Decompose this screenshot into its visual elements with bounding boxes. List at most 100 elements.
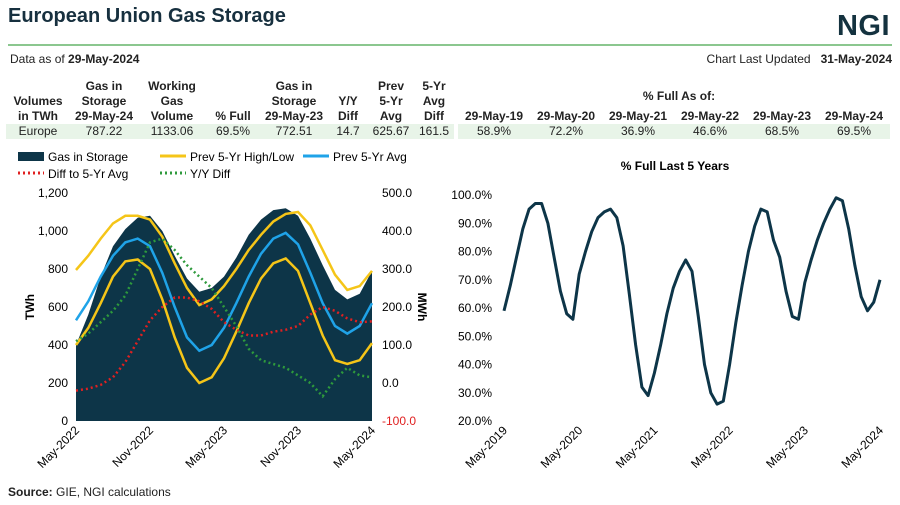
col-header-prev-5yr-avg: Prev 5-Yr Avg bbox=[368, 79, 414, 124]
col-header-line: % Full bbox=[215, 109, 251, 123]
col-header-line: Working bbox=[148, 79, 196, 93]
y-tick-label: 40.0% bbox=[458, 358, 492, 372]
cell-yy-diff: 14.7 bbox=[328, 124, 368, 139]
col-header-gas-in-storage-prev: Gas in Storage 29-May-23 bbox=[260, 79, 328, 124]
col-header-volumes: Volumes in TWh bbox=[6, 79, 70, 124]
left-chart-plot bbox=[74, 208, 374, 421]
x-tick-label: May-2024 bbox=[838, 423, 886, 471]
legend-label-avg: Prev 5-Yr Avg bbox=[333, 150, 407, 164]
pct-full-value: 69.5% bbox=[818, 124, 890, 139]
y-tick-label: 90.0% bbox=[458, 216, 492, 230]
legend-label-highlow: Prev 5-Yr High/Low bbox=[190, 150, 294, 164]
pct-full-value-row: 58.9% 72.2% 36.9% 46.6% 68.5% 69.5% bbox=[458, 124, 890, 139]
data-as-of-label: Data as of bbox=[10, 52, 65, 66]
x-tick-label: Nov-2023 bbox=[257, 423, 304, 470]
y-tick-label: 60.0% bbox=[458, 301, 492, 315]
x-tick-label: May-2022 bbox=[688, 423, 736, 471]
pct-full-line-chart: % Full Last 5 Years 20.0% 30.0% 40.0% 50.0%… bbox=[451, 159, 886, 471]
col-header-line: 5-Yr bbox=[422, 79, 446, 93]
pct-full-asof-title: % Full As of: bbox=[642, 89, 716, 103]
col-header-pct-full: % Full bbox=[206, 79, 260, 124]
y-axis-label: TWh bbox=[23, 294, 37, 320]
legend-label-diff: Diff to 5-Yr Avg bbox=[48, 167, 128, 181]
x-tick-label: May-2024 bbox=[330, 423, 378, 471]
y-tick-label: 0 bbox=[61, 414, 68, 428]
prev-5yr-high-line bbox=[75, 210, 373, 307]
cell-working-gas: 1133.06 bbox=[138, 124, 206, 139]
cell-gas-in-storage: 787.22 bbox=[70, 124, 138, 139]
y2-tick-label: -100.0 bbox=[382, 414, 416, 428]
y-tick-label: 1,000 bbox=[38, 224, 68, 238]
summary-header-row: Volumes in TWh Gas in Storage 29-May-24 … bbox=[6, 79, 454, 124]
y2-tick-label: 400.0 bbox=[382, 224, 412, 238]
source-text: GIE, NGI calculations bbox=[56, 485, 171, 499]
pct-full-value: 58.9% bbox=[458, 124, 530, 139]
y-tick-label: 80.0% bbox=[458, 245, 492, 259]
col-header-line: Avg bbox=[379, 109, 403, 123]
pct-full-value: 36.9% bbox=[602, 124, 674, 139]
y-tick-label: 100.0% bbox=[451, 188, 492, 202]
updated-label: Chart Last Updated bbox=[706, 52, 811, 66]
page-title: European Union Gas Storage bbox=[8, 5, 286, 27]
y-tick-label: 70.0% bbox=[458, 273, 492, 287]
pct-full-date: 29-May-22 bbox=[680, 109, 740, 123]
col-header-line: Gas in bbox=[85, 79, 123, 93]
yy-diff-line bbox=[75, 237, 373, 399]
col-header-line: 29-May-24 bbox=[74, 109, 134, 123]
col-header-5yr-avg-diff: 5-Yr Avg Diff bbox=[414, 79, 454, 124]
y-tick-label: 30.0% bbox=[458, 386, 492, 400]
pct-full-value: 68.5% bbox=[746, 124, 818, 139]
y2-tick-label: 100.0 bbox=[382, 338, 412, 352]
y2-tick-label: 0.0 bbox=[382, 376, 399, 390]
pct-full-value: 46.6% bbox=[674, 124, 746, 139]
prev-5yr-avg-line bbox=[74, 231, 374, 353]
source-label: Source: bbox=[8, 485, 53, 499]
col-header-line: Y/Y bbox=[338, 94, 358, 108]
y-tick-label: 50.0% bbox=[458, 329, 492, 343]
pct-full-header-row: 29-May-19 29-May-20 29-May-21 29-May-22 … bbox=[458, 109, 890, 124]
right-chart-title: % Full Last 5 Years bbox=[621, 159, 730, 173]
col-header-line: Avg bbox=[422, 94, 446, 108]
col-header-yy-diff: Y/Y Diff bbox=[328, 79, 368, 124]
x-tick-label: May-2021 bbox=[613, 423, 661, 471]
updated-value: 31-May-2024 bbox=[820, 52, 892, 66]
pct-full-value: 72.2% bbox=[530, 124, 602, 139]
x-tick-label: Nov-2022 bbox=[109, 423, 156, 470]
col-header-line: Gas in bbox=[275, 79, 313, 93]
data-as-of-value: 29-May-2024 bbox=[68, 52, 140, 66]
col-header-line: Gas bbox=[160, 94, 184, 108]
y-tick-label: 1,200 bbox=[38, 186, 68, 200]
x-tick-label: May-2023 bbox=[182, 423, 230, 471]
y2-tick-label: 200.0 bbox=[382, 300, 412, 314]
pct-full-date: 29-May-23 bbox=[752, 109, 812, 123]
col-header-line: 29-May-23 bbox=[264, 109, 324, 123]
pct-full-date: 29-May-19 bbox=[464, 109, 524, 123]
col-header-line: Storage bbox=[81, 94, 127, 108]
summary-table: Volumes in TWh Gas in Storage 29-May-24 … bbox=[6, 79, 454, 139]
cell-region: Europe bbox=[6, 124, 70, 139]
pct-full-date: 29-May-24 bbox=[824, 109, 884, 123]
col-header-gas-in-storage: Gas in Storage 29-May-24 bbox=[70, 79, 138, 124]
legend-label-storage: Gas in Storage bbox=[48, 150, 128, 164]
col-header-line: Volume bbox=[150, 109, 194, 123]
y2-tick-label: 500.0 bbox=[382, 186, 412, 200]
cell-gas-in-storage-prev: 772.51 bbox=[260, 124, 328, 139]
chart-last-updated: Chart Last Updated 31-May-2024 bbox=[707, 52, 892, 66]
col-header-working-gas: Working Gas Volume bbox=[138, 79, 206, 124]
legend-label-yy: Y/Y Diff bbox=[190, 167, 231, 181]
x-tick-label: May-2020 bbox=[538, 423, 586, 471]
title-divider bbox=[8, 44, 892, 46]
data-as-of: Data as of 29-May-2024 bbox=[10, 52, 139, 66]
chart-legend: Gas in Storage Prev 5-Yr High/Low Prev 5… bbox=[18, 150, 407, 181]
source-note: Source: GIE, NGI calculations bbox=[8, 485, 171, 499]
y-tick-label: 800 bbox=[48, 262, 68, 276]
pct-full-asof-table: 29-May-19 29-May-20 29-May-21 29-May-22 … bbox=[458, 109, 890, 139]
ngi-logo: NGI bbox=[836, 10, 890, 42]
y2-axis-label: MWh bbox=[415, 293, 429, 322]
storage-combo-chart: Gas in Storage Prev 5-Yr High/Low Prev 5… bbox=[18, 150, 429, 471]
col-header-line: 5-Yr bbox=[379, 94, 403, 108]
y-tick-label: 20.0% bbox=[458, 414, 492, 428]
cell-pct-full: 69.5% bbox=[206, 124, 260, 139]
table-row: Europe 787.22 1133.06 69.5% 772.51 14.7 … bbox=[6, 124, 454, 139]
x-tick-label: May-2022 bbox=[34, 423, 82, 471]
